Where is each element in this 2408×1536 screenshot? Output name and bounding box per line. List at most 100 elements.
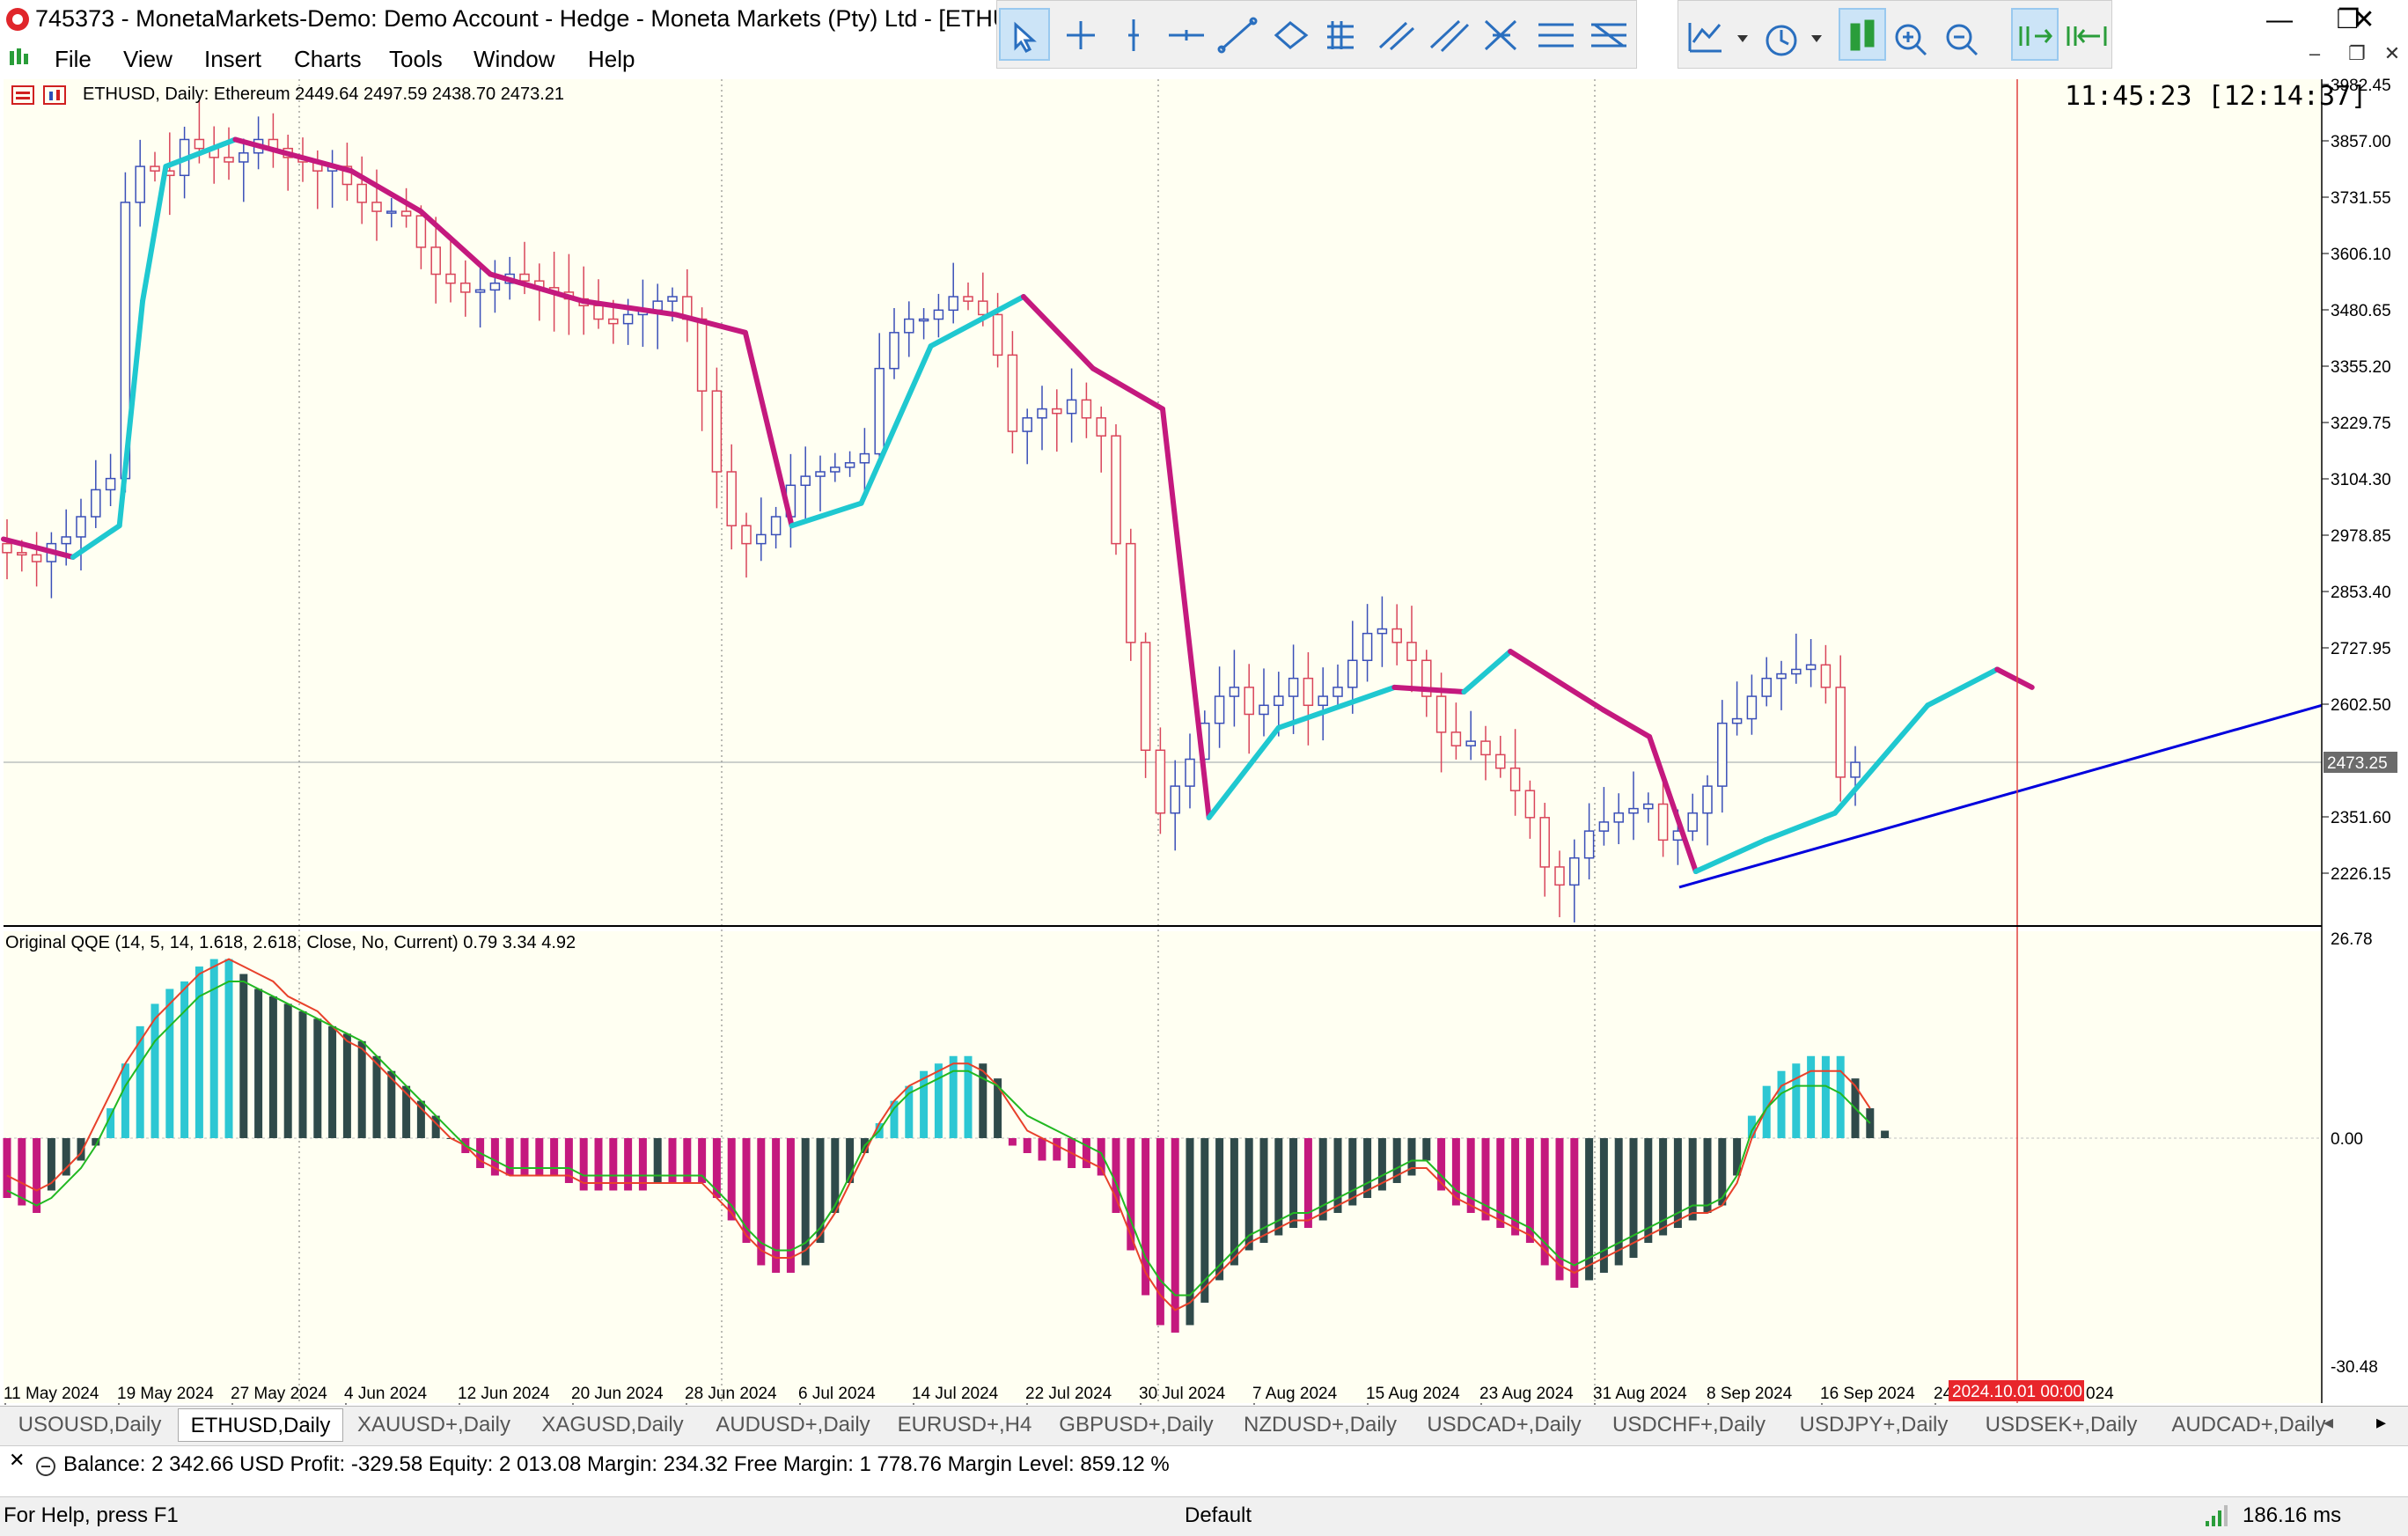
qqe-histogram-bar <box>328 1025 337 1138</box>
qqe-histogram-bar <box>1289 1138 1298 1228</box>
candle-body <box>1391 628 1402 643</box>
candle-body <box>17 552 27 556</box>
restore-button[interactable]: ❐ <box>2336 5 2360 34</box>
close-window-button[interactable]: ✕ <box>2353 5 2375 34</box>
qqe-histogram-bar <box>1451 1138 1460 1206</box>
minimize-button[interactable]: — <box>2266 5 2293 34</box>
time-tick-label: 22 Jul 2024 <box>1025 1385 1112 1403</box>
cursor-time-tag <box>1949 1380 2084 1401</box>
candle-body <box>150 165 160 172</box>
candles-button[interactable] <box>1839 8 1886 61</box>
mdi-close-button[interactable]: ✕ <box>2383 42 2401 64</box>
qqe-histogram-bar <box>964 1055 973 1138</box>
mdi-minimize-button[interactable]: – <box>2309 42 2321 64</box>
symbol-tab[interactable]: AUDUSD+,Daily <box>716 1413 870 1437</box>
qqe-histogram-bar <box>165 988 174 1138</box>
candle-body <box>667 296 678 302</box>
symbol-tab[interactable]: USDCAD+,Daily <box>1427 1413 1582 1437</box>
candle-body <box>933 309 944 320</box>
symbol-tab[interactable]: USDCHF+,Daily <box>1611 1413 1766 1437</box>
time-tick-label: 12 Jun 2024 <box>458 1385 550 1403</box>
trend-line[interactable] <box>1678 703 2323 889</box>
qqe-histogram-bar <box>1377 1138 1386 1191</box>
ma-segment <box>1 536 77 560</box>
candle-body <box>1155 749 1166 814</box>
symbol-tab[interactable]: AUDCAD+,Daily <box>2171 1413 2326 1437</box>
balance-collapse-icon[interactable] <box>35 1456 56 1477</box>
ma-segment <box>1020 294 1096 371</box>
candle-body <box>1406 642 1417 662</box>
tabs-scroll-right-icon[interactable]: ▸ <box>2376 1411 2387 1433</box>
menu-insert[interactable]: Insert <box>204 46 262 72</box>
price-axis[interactable]: 3982.45 3857.00 3731.55 3606.10 3480.65 3355.… <box>2322 77 2391 884</box>
ma-segment <box>140 164 169 305</box>
candle-body <box>76 516 86 538</box>
ma-segment <box>349 168 424 215</box>
qqe-histogram-bar <box>1156 1138 1164 1326</box>
status-help-text: For Help, press F1 <box>4 1503 179 1527</box>
horizontal-lines-icon <box>1538 23 1574 48</box>
price-tick-label: 3982.45 <box>2331 77 2391 95</box>
ma-segment <box>789 500 864 529</box>
menu-window[interactable]: Window <box>474 46 555 72</box>
qqe-histogram-bar <box>1673 1138 1682 1228</box>
menu-file[interactable]: File <box>55 46 92 72</box>
mdi-restore-button[interactable]: ❐ <box>2348 42 2366 64</box>
time-axis[interactable]: 11 May 2024 19 May 2024 27 May 2024 4 Jun 2… <box>4 1385 2114 1405</box>
candle-body <box>1820 664 1832 688</box>
qqe-histogram-bar <box>1703 1138 1712 1213</box>
menu-tools[interactable]: Tools <box>389 46 443 72</box>
symbol-tab[interactable]: GBPUSD+,Daily <box>1059 1413 1214 1437</box>
symbol-tab[interactable]: XAGUSD,Daily <box>541 1413 684 1437</box>
qqe-fast-line <box>6 958 1871 1312</box>
tabs-scroll-left-icon[interactable]: ◂ <box>2324 1411 2334 1433</box>
price-tick-label: 3355.20 <box>2331 358 2391 377</box>
qqe-histogram-bar <box>1777 1070 1786 1138</box>
menu-help[interactable]: Help <box>588 46 635 72</box>
symbol-tab[interactable]: USOUSD,Daily <box>18 1413 162 1437</box>
qqe-histogram-bar <box>609 1138 618 1191</box>
symbol-tab[interactable]: XAUUSD+,Daily <box>356 1413 511 1437</box>
qqe-histogram-bar <box>624 1138 633 1191</box>
candle-body <box>1702 785 1713 814</box>
symbol-tab[interactable]: USDSEK+,Daily <box>1985 1413 2138 1437</box>
chart-header-icons <box>11 85 66 105</box>
qqe-histogram-bar <box>47 1138 55 1191</box>
menu-view[interactable]: View <box>123 46 173 72</box>
candle-body <box>2 542 12 554</box>
candle-body <box>474 289 486 293</box>
ma-segment <box>1692 837 1768 875</box>
symbol-tab[interactable]: USDJPY+,Daily <box>1799 1413 1949 1437</box>
ma-segment <box>1832 702 1931 816</box>
qqe-histogram-bar <box>949 1055 958 1138</box>
candle-body <box>1554 866 1565 886</box>
candle-body <box>1126 542 1136 643</box>
symbol-tab[interactable]: ETHUSD,Daily <box>178 1408 343 1442</box>
qqe-histogram-bar <box>757 1138 766 1266</box>
qqe-histogram-bar <box>1481 1138 1490 1221</box>
qqe-histogram-bar <box>1437 1138 1446 1191</box>
menu-charts[interactable]: Charts <box>294 46 362 72</box>
close-terminal-icon[interactable]: ✕ <box>9 1449 26 1471</box>
candle-body <box>1274 695 1284 707</box>
candle-body <box>1761 677 1772 697</box>
candle-body <box>1746 695 1758 720</box>
candle-body <box>1111 435 1121 545</box>
candle-body <box>1805 664 1817 671</box>
price-tick-label: 2226.15 <box>2331 865 2391 884</box>
qqe-histogram-bar <box>934 1063 943 1138</box>
qqe-histogram-bar <box>1023 1138 1031 1153</box>
candle-body <box>430 246 441 276</box>
price-tick-label: 3731.55 <box>2331 189 2391 208</box>
qqe-histogram-bar <box>3 1138 11 1198</box>
chart-canvas[interactable]: 3982.45 3857.00 3731.55 3606.10 3480.65 3355.… <box>0 76 2408 1405</box>
candle-body <box>874 367 885 455</box>
qqe-histogram-bar <box>1303 1138 1312 1228</box>
symbol-tab[interactable]: NZDUSD+,Daily <box>1243 1413 1398 1437</box>
symbol-tab[interactable]: EURUSD+,H4 <box>897 1413 1032 1437</box>
candle-body <box>1495 753 1506 769</box>
status-profile: Default <box>1185 1503 1252 1527</box>
candle-body <box>224 157 234 163</box>
ma-segment <box>1600 707 1653 739</box>
current-price-label: 2473.25 <box>2327 754 2388 773</box>
